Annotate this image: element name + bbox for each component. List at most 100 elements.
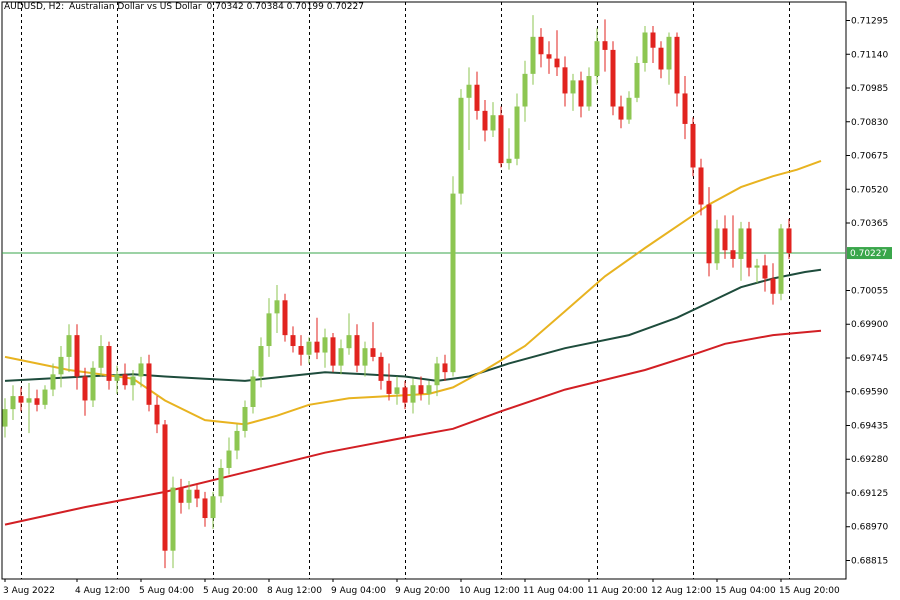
candle-body (266, 313, 272, 347)
candle-body (106, 346, 112, 381)
x-tick-label: 15 Aug 20:00 (779, 586, 840, 596)
candle-body (170, 487, 176, 551)
current-price-tag-bg (847, 247, 892, 260)
candle (34, 389, 40, 412)
candle-body (482, 110, 488, 131)
x-axis: 3 Aug 2022 4 Aug 12:00 5 Aug 04:00 5 Aug 20… (3, 579, 840, 596)
candle-body (370, 348, 376, 357)
candle-body (562, 67, 568, 94)
candle (642, 25, 648, 72)
candle (786, 218, 792, 260)
candle (754, 258, 760, 283)
candle (530, 15, 536, 85)
candle-body (50, 374, 56, 390)
x-tick-label: 12 Aug 12:00 (651, 586, 712, 596)
candle (586, 67, 592, 111)
candle-body (42, 389, 48, 405)
candle-body (418, 385, 424, 394)
candle-body (642, 32, 648, 63)
candle-body (186, 489, 192, 503)
candle-body (690, 123, 696, 168)
candle (762, 254, 768, 292)
candle-body (274, 300, 280, 314)
candle-body (210, 496, 216, 519)
candle-body (386, 380, 392, 394)
ohlc-readout: 0.70342 0.70384 0.70199 0.70227 (206, 2, 364, 12)
candle-body (234, 430, 240, 451)
candle-body (338, 348, 344, 366)
candle (370, 322, 376, 362)
moving-average-mid (4, 268, 822, 382)
candle-body (426, 385, 432, 394)
candle (778, 224, 784, 301)
candle (506, 128, 512, 170)
candle-body (66, 335, 72, 357)
candle-body (154, 404, 160, 425)
candle (50, 363, 56, 397)
candle (234, 424, 240, 460)
candle-body (746, 228, 752, 268)
candle-body (162, 424, 168, 551)
candle (42, 385, 48, 410)
candle (714, 219, 720, 270)
candle-body (650, 32, 656, 48)
candle (90, 361, 96, 407)
candle (594, 28, 600, 85)
candle (426, 380, 432, 405)
candle-body (98, 346, 104, 368)
x-tick-label: 9 Aug 04:00 (331, 586, 386, 596)
candle-body (114, 374, 120, 381)
candle (122, 363, 128, 390)
candle (514, 93, 520, 166)
candle-body (178, 487, 184, 503)
candle (682, 76, 688, 140)
candle-body (90, 367, 96, 401)
candle-body (466, 84, 472, 98)
candle (250, 369, 256, 414)
candle (418, 376, 424, 401)
candle-body (450, 193, 456, 373)
candle (610, 41, 616, 116)
x-tick-label: 3 Aug 2022 (3, 586, 55, 596)
candle (378, 352, 384, 390)
candle-body (722, 228, 728, 251)
candle (338, 339, 344, 375)
candle (226, 437, 232, 475)
candle-body (474, 84, 480, 111)
candle (114, 365, 120, 394)
candle (66, 324, 72, 373)
moving-average-fast (4, 159, 822, 426)
candle-body (330, 337, 336, 366)
x-tick-label: 8 Aug 12:00 (267, 586, 322, 596)
candle-body (122, 374, 128, 386)
candle (450, 176, 456, 377)
x-tick-label: 11 Aug 20:00 (587, 586, 648, 596)
candle-body (26, 398, 32, 403)
candle (746, 221, 752, 277)
y-tick-label: 0.69900 (851, 320, 888, 330)
candle-body (634, 62, 640, 98)
candle (210, 491, 216, 529)
candle-body (538, 36, 544, 55)
x-tick-label: 10 Aug 12:00 (459, 586, 520, 596)
candle-body (250, 376, 256, 407)
candle-body (490, 115, 496, 131)
candle (546, 41, 552, 74)
candle (138, 356, 144, 388)
y-tick-label: 0.68815 (851, 556, 888, 566)
x-tick-label: 4 Aug 12:00 (75, 586, 130, 596)
candle (306, 337, 312, 364)
candle (362, 341, 368, 377)
candle-body (730, 250, 736, 259)
candle-body (554, 58, 560, 68)
y-axis: 0.71295 0.71140 0.70985 0.70830 0.70675 0.705… (846, 17, 888, 566)
candle (146, 354, 152, 412)
candle-body (346, 335, 352, 349)
candle-body (442, 363, 448, 373)
candle (458, 89, 464, 205)
candle (346, 313, 352, 355)
candle-body (194, 489, 200, 499)
candle-body (522, 73, 528, 107)
